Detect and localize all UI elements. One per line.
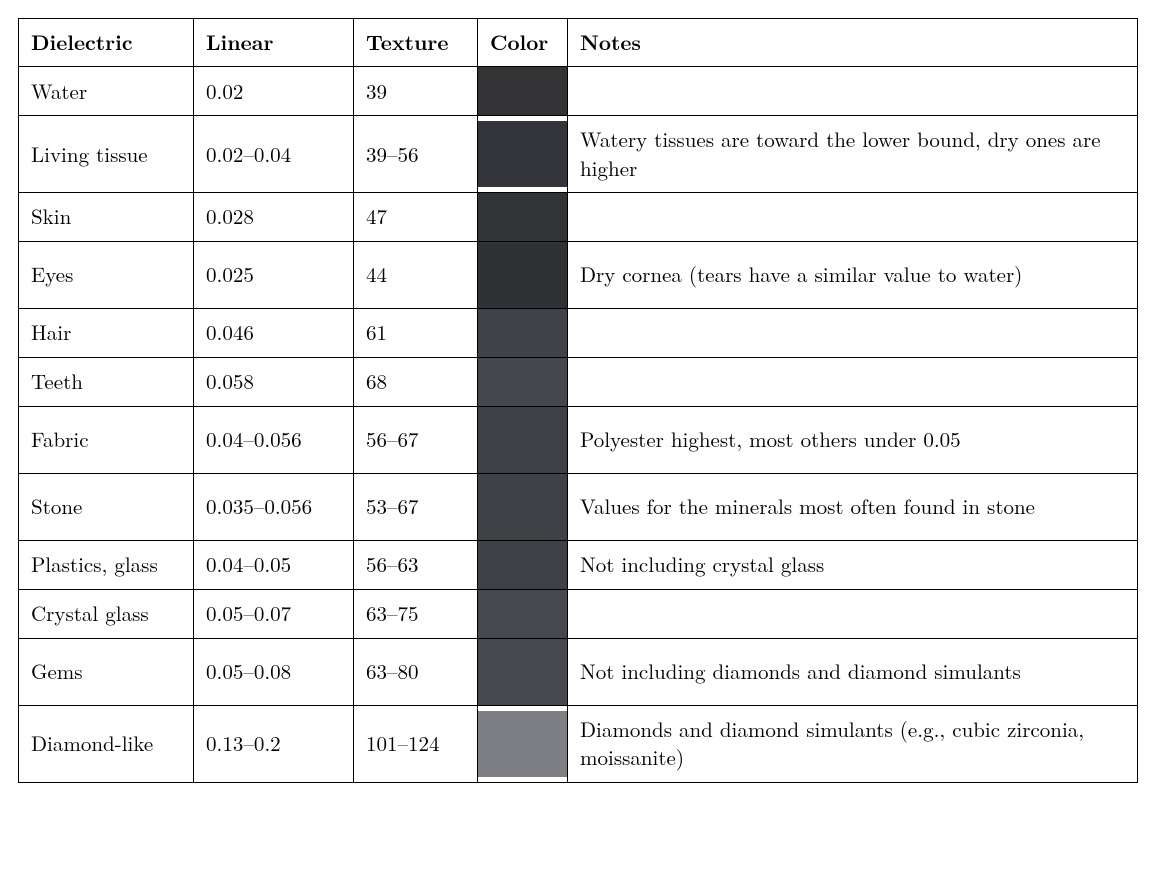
cell-texture: 56–67 bbox=[354, 407, 478, 474]
table-header-row: Dielectric Linear Texture Color Notes bbox=[19, 19, 1138, 67]
cell-dielectric: Plastics, glass bbox=[19, 541, 194, 590]
cell-dielectric: Fabric bbox=[19, 407, 194, 474]
cell-texture: 101–124 bbox=[354, 706, 478, 783]
cell-color bbox=[478, 407, 568, 474]
table-row: Eyes 0.025 44 Dry cornea (tears have a s… bbox=[19, 242, 1138, 309]
cell-linear: 0.13–0.2 bbox=[194, 706, 354, 783]
cell-linear: 0.035–0.056 bbox=[194, 474, 354, 541]
cell-linear: 0.02 bbox=[194, 67, 354, 116]
cell-color bbox=[478, 474, 568, 541]
cell-dielectric: Eyes bbox=[19, 242, 194, 309]
table-row: Teeth 0.058 68 bbox=[19, 358, 1138, 407]
cell-texture: 44 bbox=[354, 242, 478, 309]
cell-notes: Diamonds and diamond simulants (e.g., cu… bbox=[568, 706, 1138, 783]
table-row: Hair 0.046 61 bbox=[19, 309, 1138, 358]
cell-notes bbox=[568, 309, 1138, 358]
table-row: Water 0.02 39 bbox=[19, 67, 1138, 116]
cell-linear: 0.028 bbox=[194, 193, 354, 242]
color-swatch bbox=[478, 590, 567, 638]
cell-dielectric: Diamond-like bbox=[19, 706, 194, 783]
cell-color bbox=[478, 309, 568, 358]
table-row: Stone 0.035–0.056 53–67 Values for the m… bbox=[19, 474, 1138, 541]
cell-color bbox=[478, 116, 568, 193]
cell-dielectric: Skin bbox=[19, 193, 194, 242]
table-row: Living tissue 0.02–0.04 39–56 Watery tis… bbox=[19, 116, 1138, 193]
table-row: Gems 0.05–0.08 63–80 Not including diamo… bbox=[19, 639, 1138, 706]
table-row: Diamond-like 0.13–0.2 101–124 Diamonds a… bbox=[19, 706, 1138, 783]
color-swatch bbox=[478, 541, 567, 589]
cell-dielectric: Gems bbox=[19, 639, 194, 706]
col-header-notes: Notes bbox=[568, 19, 1138, 67]
cell-color bbox=[478, 193, 568, 242]
cell-texture: 68 bbox=[354, 358, 478, 407]
table-row: Fabric 0.04–0.056 56–67 Polyester highes… bbox=[19, 407, 1138, 474]
col-header-linear: Linear bbox=[194, 19, 354, 67]
color-swatch bbox=[478, 639, 567, 705]
cell-notes: Dry cornea (tears have a similar value t… bbox=[568, 242, 1138, 309]
cell-dielectric: Crystal glass bbox=[19, 590, 194, 639]
cell-dielectric: Living tissue bbox=[19, 116, 194, 193]
cell-texture: 53–67 bbox=[354, 474, 478, 541]
cell-linear: 0.04–0.056 bbox=[194, 407, 354, 474]
cell-notes bbox=[568, 358, 1138, 407]
cell-color bbox=[478, 706, 568, 783]
color-swatch bbox=[478, 67, 567, 115]
cell-linear: 0.046 bbox=[194, 309, 354, 358]
cell-linear: 0.025 bbox=[194, 242, 354, 309]
cell-linear: 0.04–0.05 bbox=[194, 541, 354, 590]
cell-linear: 0.02–0.04 bbox=[194, 116, 354, 193]
color-swatch bbox=[478, 407, 567, 473]
cell-color bbox=[478, 541, 568, 590]
cell-linear: 0.058 bbox=[194, 358, 354, 407]
cell-notes bbox=[568, 590, 1138, 639]
col-header-color: Color bbox=[478, 19, 568, 67]
color-swatch bbox=[478, 474, 567, 540]
cell-dielectric: Teeth bbox=[19, 358, 194, 407]
color-swatch bbox=[478, 242, 567, 308]
cell-texture: 47 bbox=[354, 193, 478, 242]
cell-linear: 0.05–0.07 bbox=[194, 590, 354, 639]
cell-notes: Values for the minerals most often found… bbox=[568, 474, 1138, 541]
cell-color bbox=[478, 639, 568, 706]
cell-dielectric: Water bbox=[19, 67, 194, 116]
cell-color bbox=[478, 590, 568, 639]
cell-texture: 63–80 bbox=[354, 639, 478, 706]
table-row: Crystal glass 0.05–0.07 63–75 bbox=[19, 590, 1138, 639]
cell-notes: Watery tissues are toward the lower boun… bbox=[568, 116, 1138, 193]
cell-color bbox=[478, 67, 568, 116]
cell-texture: 39 bbox=[354, 67, 478, 116]
cell-notes bbox=[568, 193, 1138, 242]
cell-texture: 63–75 bbox=[354, 590, 478, 639]
cell-notes: Not including crystal glass bbox=[568, 541, 1138, 590]
cell-notes bbox=[568, 67, 1138, 116]
col-header-texture: Texture bbox=[354, 19, 478, 67]
col-header-dielectric: Dielectric bbox=[19, 19, 194, 67]
cell-dielectric: Stone bbox=[19, 474, 194, 541]
color-swatch bbox=[478, 193, 567, 241]
cell-dielectric: Hair bbox=[19, 309, 194, 358]
cell-notes: Not including diamonds and diamond simul… bbox=[568, 639, 1138, 706]
color-swatch bbox=[478, 711, 567, 777]
color-swatch bbox=[478, 358, 567, 406]
cell-color bbox=[478, 242, 568, 309]
color-swatch bbox=[478, 309, 567, 357]
table-row: Plastics, glass 0.04–0.05 56–63 Not incl… bbox=[19, 541, 1138, 590]
cell-notes: Polyester highest, most others under 0.0… bbox=[568, 407, 1138, 474]
cell-texture: 56–63 bbox=[354, 541, 478, 590]
cell-linear: 0.05–0.08 bbox=[194, 639, 354, 706]
dielectric-table: Dielectric Linear Texture Color Notes Wa… bbox=[18, 18, 1138, 783]
cell-color bbox=[478, 358, 568, 407]
table-row: Skin 0.028 47 bbox=[19, 193, 1138, 242]
cell-texture: 39–56 bbox=[354, 116, 478, 193]
cell-texture: 61 bbox=[354, 309, 478, 358]
color-swatch bbox=[478, 121, 567, 187]
